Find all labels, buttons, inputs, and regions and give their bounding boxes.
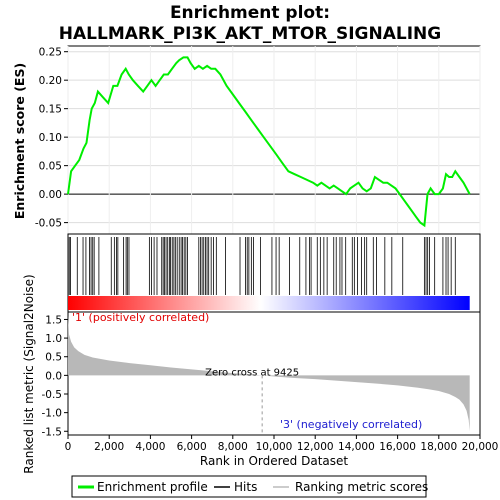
legend: Enrichment profile Hits Ranking metric s… [71,475,428,498]
x-tick-label: 18,000 [420,441,457,453]
zero-cross-label: Zero cross at 9425 [205,367,299,378]
es-ytick-label: 0.15 [39,104,62,116]
metric-ytick-label: 0.5 [45,352,62,364]
ranking-metric-area [68,315,470,432]
metric-ytick-label: -1.0 [42,408,63,420]
es-ytick-label: 0.00 [39,189,62,201]
legend-label-ranking-metric: Ranking metric scores [295,480,428,494]
es-ytick-label: 0.05 [39,161,62,173]
x-tick-label: 10,000 [256,441,293,453]
metric-ytick-label: -1.5 [42,426,63,438]
x-axis-label: Rank in Ordered Dataset [200,454,348,468]
legend-label-enrichment: Enrichment profile [97,480,208,494]
x-tick-label: 6,000 [177,441,207,453]
x-tick-label: 16,000 [379,441,416,453]
x-tick-label: 20,000 [462,441,499,453]
x-tick-label: 4,000 [135,441,165,453]
x-tick-label: 2,000 [94,441,124,453]
metric-panel: -1.5 -1.0 -0.5 0.0 0.5 1.0 1.5 Zero cross at 9… [42,311,499,453]
x-tick-label: 0 [65,441,72,453]
enrichment-profile-line [67,56,471,228]
chart-title-line-1: Enrichment plot: [170,3,330,23]
x-tick-label: 14,000 [338,441,375,453]
chart-title-line-2: HALLMARK_PI3K_AKT_MTOR_SIGNALING [59,24,441,44]
negative-correlation-label: '3' (negatively correlated) [280,418,422,431]
metric-ytick-label: 1.0 [45,333,62,345]
x-tick-label: 12,000 [297,441,334,453]
es-ytick-label: 0.10 [39,132,62,144]
es-ytick-label: 0.20 [39,75,62,87]
metric-axis-label: Ranked list metric (Signal2Noise) [22,274,36,473]
hits-panel [67,233,481,313]
es-ytick-label: -0.05 [35,218,62,230]
positive-correlation-label: '1' (positively correlated) [72,311,209,324]
rank-colorbar [68,296,470,310]
es-panel: -0.05 0.00 0.05 0.10 0.15 0.20 0.25 [35,45,481,235]
metric-ytick-label: 0.0 [45,370,62,382]
x-tick-label: 8,000 [218,441,248,453]
legend-label-hits: Hits [234,480,257,494]
metric-ytick-label: 1.5 [45,314,62,326]
es-ytick-label: 0.25 [39,47,62,59]
es-axis-label: Enrichment score (ES) [12,63,27,219]
metric-ytick-label: -0.5 [42,389,63,401]
